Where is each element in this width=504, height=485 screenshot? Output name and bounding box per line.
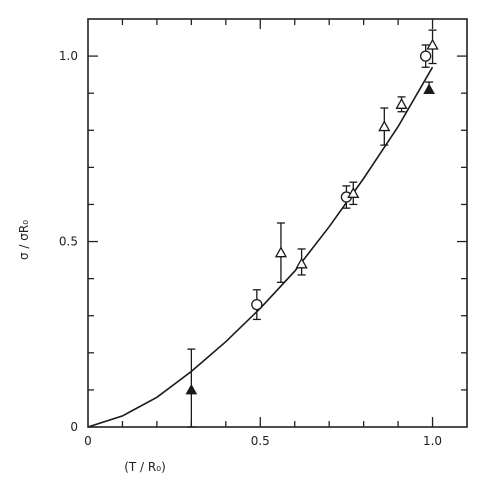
data-point — [295, 248, 308, 276]
tick-labels-group: 0 0.5 1.0 0 0.5 1.0 — [59, 49, 442, 448]
data-points-group — [185, 29, 439, 428]
x-tick-label: 1.0 — [423, 434, 442, 448]
fit-curve-group — [87, 66, 434, 428]
x-tick-label: 0 — [84, 434, 92, 448]
axis-ticks — [88, 19, 467, 427]
x-tick-label: 0.5 — [251, 434, 270, 448]
y-axis-label: σ / σR₀ — [17, 220, 31, 260]
data-point — [395, 96, 408, 113]
plot-frame — [87, 18, 468, 428]
marker-triangle-open — [295, 257, 308, 269]
fit-curve — [87, 66, 434, 428]
marker-triangle-open — [274, 246, 288, 258]
marker-circle-open — [251, 298, 263, 311]
data-point — [426, 29, 439, 65]
data-point — [347, 181, 360, 206]
data-point — [274, 222, 288, 283]
y-tick-label: 0 — [70, 420, 78, 434]
marker-triangle-filled — [423, 83, 435, 94]
x-axis-label: (T / R₀) — [124, 460, 166, 474]
data-point — [251, 289, 263, 321]
data-point — [340, 185, 353, 209]
y-tick-label: 0.5 — [59, 235, 78, 249]
marker-triangle-filled — [185, 383, 198, 395]
data-point — [423, 81, 435, 94]
data-point — [378, 107, 391, 146]
marker-triangle-open — [426, 38, 439, 50]
marker-triangle-open — [395, 97, 408, 109]
y-tick-label: 1.0 — [59, 49, 78, 63]
marker-circle-open — [420, 50, 432, 62]
marker-triangle-open — [378, 120, 391, 132]
data-point — [185, 348, 198, 428]
marker-triangle-open — [347, 186, 360, 198]
data-point — [420, 44, 432, 68]
